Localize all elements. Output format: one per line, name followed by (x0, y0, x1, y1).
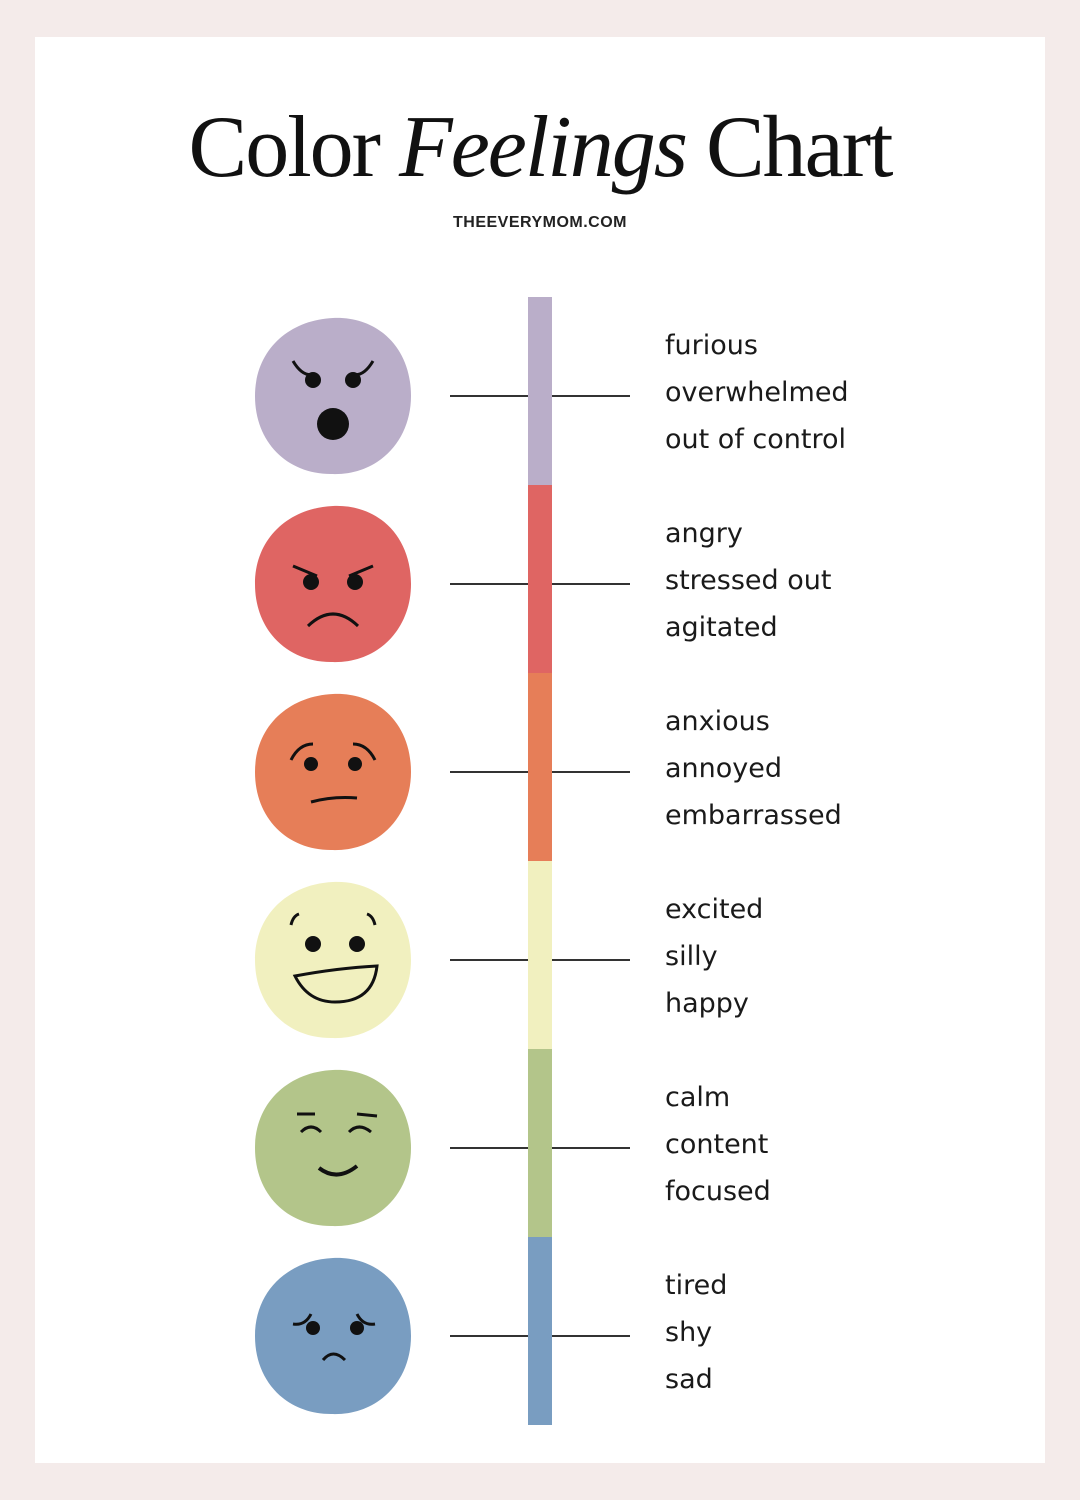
feeling-word: tired (665, 1270, 728, 1301)
feeling-word: embarrassed (665, 800, 842, 831)
scale-segment (528, 861, 552, 1049)
feeling-word: angry (665, 518, 743, 549)
connector-line (552, 1147, 630, 1149)
feeling-word: shy (665, 1317, 713, 1348)
connector-line (552, 583, 630, 585)
connector-line (552, 1335, 630, 1337)
feeling-word: out of control (665, 424, 846, 455)
worried-face-icon (253, 692, 413, 852)
feeling-word: silly (665, 941, 718, 972)
feeling-word: overwhelmed (665, 377, 849, 408)
feeling-word: excited (665, 894, 764, 925)
feeling-word: sad (665, 1364, 713, 1395)
scale-segment (528, 297, 552, 485)
feeling-words: tired shy sad (665, 1262, 727, 1403)
scale-segment (528, 485, 552, 673)
feeling-word: agitated (665, 612, 778, 643)
laughing-face-icon (253, 880, 413, 1040)
feeling-word: happy (665, 988, 749, 1019)
connector-line (450, 771, 528, 773)
feeling-word: calm (665, 1082, 731, 1113)
feeling-word: anxious (665, 706, 770, 737)
feeling-words: calm content focused (665, 1074, 771, 1215)
feeling-words: excited silly happy (665, 886, 763, 1027)
feeling-word: content (665, 1129, 769, 1160)
connector-line (552, 959, 630, 961)
connector-line (450, 395, 528, 397)
feeling-word: furious (665, 330, 758, 361)
connector-line (552, 771, 630, 773)
feeling-word: annoyed (665, 753, 783, 784)
scale-segment (528, 1237, 552, 1425)
feeling-words: anxious annoyed embarrassed (665, 698, 842, 839)
feeling-word: focused (665, 1176, 771, 1207)
scale-segment (528, 673, 552, 861)
feeling-words: angry stressed out agitated (665, 510, 831, 651)
connector-line (450, 1147, 528, 1149)
connector-line (450, 1335, 528, 1337)
subtitle: THEEVERYMOM.COM (452, 214, 628, 231)
connector-line (450, 583, 528, 585)
page-title: Color Feelings Chart (188, 99, 894, 196)
angry-face-icon (253, 504, 413, 664)
furious-face-icon (253, 316, 413, 476)
smiling-face-icon (253, 1068, 413, 1228)
connector-line (450, 959, 528, 961)
connector-line (552, 395, 630, 397)
feeling-words: furious overwhelmed out of control (665, 322, 849, 463)
feeling-word: stressed out (665, 565, 832, 596)
sad-face-icon (253, 1256, 413, 1416)
scale-segment (528, 1049, 552, 1237)
